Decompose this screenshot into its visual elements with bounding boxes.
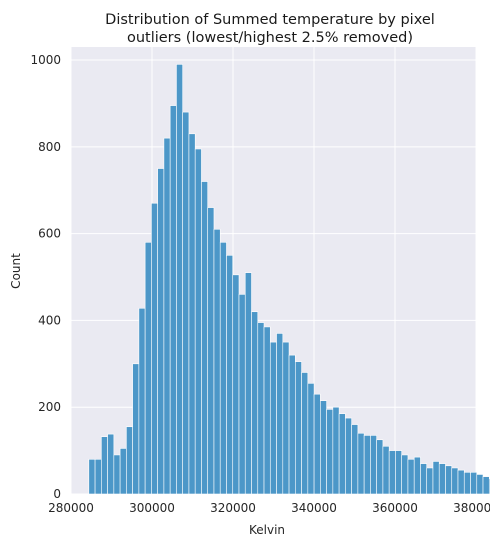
bar-38 xyxy=(326,409,334,495)
bar-40 xyxy=(338,413,346,495)
bar-13 xyxy=(169,105,177,495)
bar-28 xyxy=(263,326,271,495)
bar-7 xyxy=(132,363,140,495)
bar-58 xyxy=(451,467,459,495)
bar-2 xyxy=(101,436,108,495)
bar-57 xyxy=(445,465,453,495)
y-tick-label-0: 0 xyxy=(53,487,61,501)
bar-63 xyxy=(482,476,490,495)
bar-44 xyxy=(363,435,371,495)
bar-4 xyxy=(113,454,121,495)
bar-23 xyxy=(232,274,240,495)
bar-53 xyxy=(420,463,428,495)
chart-title-line2: outliers (lowest/highest 2.5% removed) xyxy=(127,30,413,46)
bar-46 xyxy=(376,439,384,495)
y-tick-label-4: 800 xyxy=(38,140,61,154)
bar-41 xyxy=(345,417,352,495)
bar-37 xyxy=(320,400,327,495)
y-tick-label-5: 1000 xyxy=(30,53,61,67)
x-tick-label-3: 340000 xyxy=(291,501,337,515)
bar-62 xyxy=(476,474,484,495)
bar-25 xyxy=(244,272,252,495)
y-tick-label-3: 600 xyxy=(38,227,61,241)
y-axis-label: Count xyxy=(9,253,23,289)
bar-22 xyxy=(226,255,234,495)
bar-56 xyxy=(438,463,446,495)
bar-33 xyxy=(295,361,302,495)
chart-title-line1: Distribution of Summed temperature by pi… xyxy=(105,12,435,28)
x-tick-label-1: 300000 xyxy=(129,501,175,515)
bar-5 xyxy=(119,448,127,495)
bar-59 xyxy=(457,469,465,495)
bar-27 xyxy=(257,322,265,495)
bar-39 xyxy=(332,406,340,495)
bar-42 xyxy=(351,424,359,495)
bar-26 xyxy=(251,311,259,495)
bar-10 xyxy=(151,202,158,495)
bar-21 xyxy=(219,241,227,495)
bar-35 xyxy=(307,383,315,495)
bar-55 xyxy=(432,461,440,495)
y-tick-label-1: 200 xyxy=(38,400,61,414)
bar-54 xyxy=(426,467,434,495)
bar-6 xyxy=(126,426,133,495)
bar-1 xyxy=(94,458,102,495)
bar-3 xyxy=(107,433,115,495)
bar-24 xyxy=(238,294,246,495)
bar-18 xyxy=(201,181,209,495)
x-tick-label-4: 360000 xyxy=(372,501,418,515)
bar-48 xyxy=(388,450,396,495)
bar-9 xyxy=(144,241,152,495)
bar-47 xyxy=(382,445,390,495)
bar-60 xyxy=(463,472,471,495)
bar-17 xyxy=(194,148,202,495)
x-axis-label: Kelvin xyxy=(249,523,285,537)
bar-15 xyxy=(182,111,190,495)
bar-12 xyxy=(163,137,171,495)
bar-49 xyxy=(395,450,402,495)
bar-16 xyxy=(188,133,196,495)
bar-8 xyxy=(138,307,146,495)
bar-19 xyxy=(207,207,215,495)
bar-51 xyxy=(407,458,415,495)
bar-34 xyxy=(301,372,309,495)
bar-32 xyxy=(288,354,296,495)
histogram-bars xyxy=(88,64,490,495)
y-tick-label-2: 400 xyxy=(38,313,61,327)
x-tick-label-2: 320000 xyxy=(210,501,256,515)
bar-43 xyxy=(357,432,365,495)
bar-30 xyxy=(276,333,284,495)
bar-36 xyxy=(313,393,321,495)
bar-31 xyxy=(282,341,290,495)
bar-20 xyxy=(213,228,221,495)
y-tick-labels: 0 200 400 600 800 1000 xyxy=(30,53,61,501)
bar-61 xyxy=(470,472,478,495)
x-tick-label-0: 280000 xyxy=(48,501,94,515)
bar-14 xyxy=(176,64,183,495)
bar-45 xyxy=(370,435,377,495)
bar-52 xyxy=(413,456,421,495)
bar-0 xyxy=(88,458,96,495)
bar-11 xyxy=(157,168,165,495)
bar-29 xyxy=(269,341,277,495)
bar-50 xyxy=(401,454,409,495)
